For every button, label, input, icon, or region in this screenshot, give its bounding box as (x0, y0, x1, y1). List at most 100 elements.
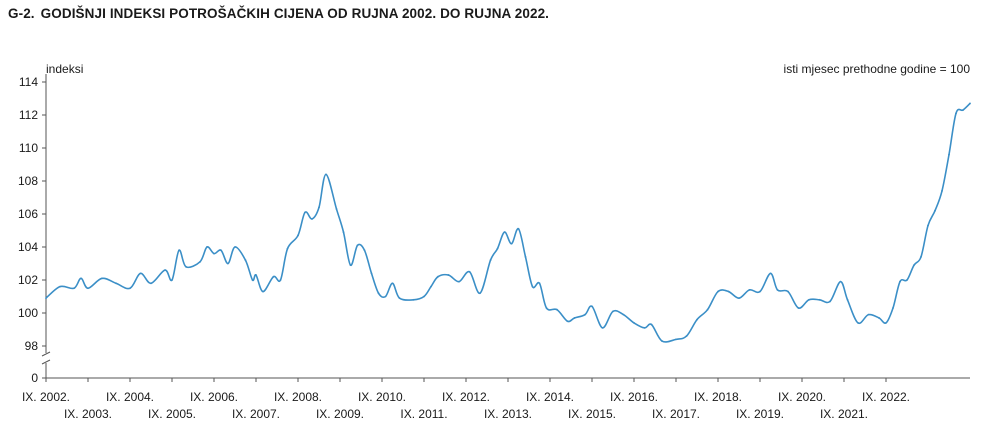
x-tick-label: IX. 2015. (568, 407, 616, 421)
data-point (846, 298, 849, 301)
data-point (545, 307, 548, 309)
data-point (325, 173, 327, 176)
y-tick-label: 108 (18, 174, 38, 188)
data-point (437, 275, 439, 278)
x-tick-label: IX. 2007. (232, 407, 280, 421)
data-point (885, 322, 887, 324)
axis-break-mark (41, 351, 51, 357)
x-axis: IX. 2002. IX. 2003. IX. 2004. IX. 2005. IX. … (22, 377, 970, 421)
x-tick-label: IX. 2004. (106, 390, 154, 404)
y-axis: 0 98 100 102 104 106 108 110 112 114 (18, 74, 51, 385)
y-tick-label: 114 (19, 75, 38, 89)
data-point (612, 310, 614, 313)
x-tick-label: IX. 2003. (64, 407, 112, 421)
data-point (213, 252, 215, 255)
data-point (101, 277, 103, 280)
data-point (412, 298, 415, 301)
data-point (510, 242, 513, 245)
x-tick-label: IX. 2013. (484, 407, 532, 421)
data-point (423, 295, 425, 298)
data-point (727, 290, 730, 293)
x-tick-label: IX. 2017. (652, 407, 700, 421)
data-point (199, 260, 201, 263)
data-point (685, 335, 688, 337)
data-point (272, 275, 275, 278)
data-point (377, 292, 380, 295)
x-tick-label: IX. 2014. (526, 390, 574, 404)
data-point (489, 259, 492, 262)
data-point (573, 317, 576, 319)
x-tick-label: IX. 2011. (400, 407, 447, 421)
y-axis-label: indeksi (46, 62, 83, 76)
data-point (220, 249, 222, 252)
y-tick-label: 0 (31, 371, 38, 385)
data-point (538, 282, 541, 285)
data-point (262, 290, 264, 293)
data-point (255, 274, 257, 276)
data-point (234, 246, 236, 248)
x-tick-label: IX. 2012. (442, 390, 490, 404)
y-tick-label: 104 (18, 240, 38, 254)
data-point (335, 208, 338, 210)
y-tick-label: 110 (19, 141, 38, 155)
data-point (643, 326, 646, 329)
axis-break-mark (41, 359, 51, 365)
x-tick-label: IX. 2008. (274, 390, 322, 404)
x-tick-label: IX. 2022. (862, 390, 910, 404)
x-tick-label: IX. 2006. (190, 390, 238, 404)
data-point (398, 297, 401, 300)
data-point (955, 112, 957, 115)
data-point (566, 320, 569, 323)
data-point (447, 274, 450, 276)
data-point (601, 326, 604, 329)
data-point (349, 264, 352, 267)
data-point (430, 285, 432, 288)
data-point (503, 231, 506, 234)
data-point (706, 308, 709, 311)
data-point (304, 211, 306, 214)
data-point (479, 292, 481, 295)
y-tick-label: 106 (18, 207, 38, 221)
data-point (738, 297, 740, 300)
data-point (80, 277, 82, 280)
data-point (839, 280, 842, 283)
data-point (129, 287, 131, 290)
data-point (661, 340, 663, 342)
data-point (934, 209, 936, 212)
data-point (759, 290, 761, 293)
data-point (185, 265, 187, 268)
data-point (251, 279, 254, 281)
x-tick-label: IX. 2021. (820, 407, 868, 421)
x-tick-label: IX. 2005. (148, 407, 196, 421)
base-note: isti mjesec prethodne godine = 100 (784, 62, 971, 76)
data-point (584, 313, 586, 316)
y-tick-label: 98 (25, 339, 39, 353)
y-tick-label: 102 (18, 273, 38, 287)
data-point (948, 153, 950, 156)
data-point (769, 272, 772, 275)
data-point (458, 280, 460, 283)
data-point (468, 270, 471, 273)
data-point (941, 190, 943, 192)
data-point (370, 272, 373, 275)
data-point (391, 282, 394, 285)
data-point (524, 256, 527, 258)
data-point (776, 289, 779, 291)
x-tick-label: IX. 2016. (610, 390, 658, 404)
data-point (311, 218, 313, 220)
x-tick-label: IX. 2009. (316, 407, 364, 421)
data-point (857, 322, 859, 324)
data-point (164, 269, 166, 271)
data-point (650, 323, 653, 326)
data-point (829, 300, 831, 303)
data-point (297, 234, 299, 237)
y-tick-label: 100 (18, 306, 38, 320)
x-tick-label: IX. 2018. (694, 390, 742, 404)
data-point (787, 290, 789, 293)
data-point (384, 295, 387, 298)
data-point (633, 322, 635, 324)
data-point (87, 287, 89, 290)
data-point (808, 298, 810, 301)
data-point (622, 313, 625, 316)
